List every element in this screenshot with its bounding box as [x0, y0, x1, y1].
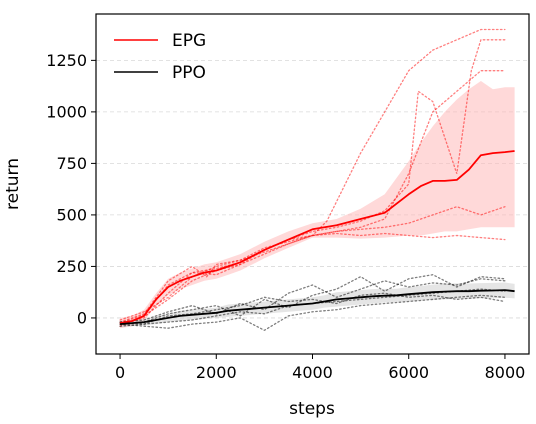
- plot-area: [95, 13, 530, 355]
- y-tick-label: 1000: [46, 102, 87, 121]
- x-tick-label: 6000: [388, 363, 429, 382]
- legend: EPG PPO: [114, 31, 206, 83]
- epg-run-4: [119, 206, 506, 327]
- legend-label-epg: EPG: [172, 31, 206, 51]
- x-tick-label: 8000: [485, 363, 526, 382]
- x-axis-label: steps: [289, 399, 335, 419]
- y-tick-label: 1250: [46, 51, 87, 70]
- epg-mean-line: [119, 150, 515, 324]
- y-tick-label: 250: [56, 257, 87, 276]
- y-axis-label: return: [3, 158, 23, 210]
- ppo-mean-line: [120, 289, 515, 325]
- ppo-run-1: [119, 278, 506, 323]
- ppo-run-2: [119, 274, 506, 325]
- epg-run-2: [119, 39, 506, 325]
- legend-label-ppo: PPO: [172, 63, 206, 83]
- x-tick-label: 2000: [196, 363, 237, 382]
- y-tick-label: 500: [56, 205, 87, 224]
- y-tick-label: 0: [77, 308, 87, 327]
- x-tick-label: 0: [115, 363, 125, 382]
- mean-lines: [119, 150, 515, 325]
- individual-runs: [119, 28, 506, 332]
- x-tick-label: 4000: [292, 363, 333, 382]
- epg-run-1: [119, 28, 506, 323]
- y-axis-ticks: 0 250 500 750 1000 1250: [46, 51, 96, 327]
- ppo-run-5: [119, 292, 506, 325]
- y-tick-label: 750: [56, 154, 87, 173]
- epg-run-5: [119, 232, 506, 324]
- x-axis-ticks: 0 2000 4000 6000 8000: [115, 354, 525, 382]
- ppo-run-4: [119, 294, 506, 332]
